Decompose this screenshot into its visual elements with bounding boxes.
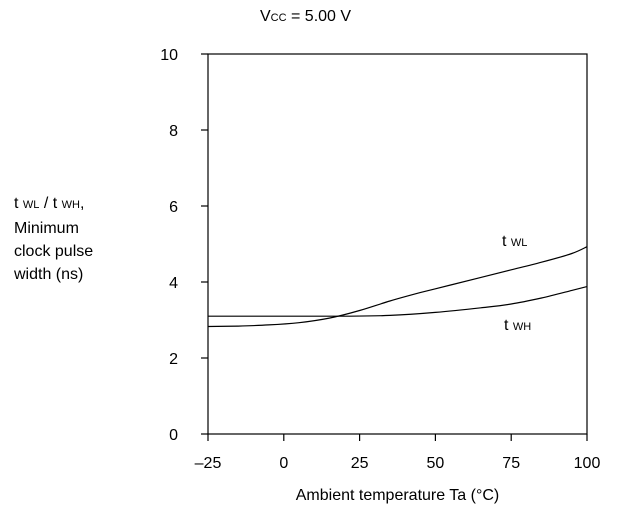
y-tick-label: 0: [169, 427, 178, 444]
ylabel-sub: WL: [22, 199, 40, 211]
y-tick-label: 10: [160, 47, 178, 64]
y-tick-label: 8: [169, 123, 178, 140]
condition-sub: CC: [270, 12, 287, 24]
x-tick-label: 50: [427, 455, 445, 472]
ylabel-part: / t: [39, 195, 62, 212]
ylabel-sub: WH: [61, 199, 80, 211]
y-axis-label-line2: Minimum: [14, 220, 79, 237]
x-axis-label: Ambient temperature Ta (°C): [296, 487, 500, 504]
y-tick-label: 4: [169, 275, 178, 292]
y-axis-label-line1: t WL / t WH,: [14, 192, 93, 217]
x-tick-label: –25: [195, 455, 222, 472]
ylabel-part: t: [14, 195, 23, 212]
condition-prefix: V: [260, 8, 271, 25]
y-axis-label: t WL / t WH, Minimum clock pulse width (…: [14, 192, 93, 286]
x-tick-label: 25: [351, 455, 369, 472]
series-line-wl: [207, 246, 588, 328]
x-tick-label: 75: [502, 455, 520, 472]
x-tick-label: 0: [279, 455, 288, 472]
condition-suffix: = 5.00 V: [286, 8, 352, 25]
y-tick-label: 6: [169, 199, 178, 216]
condition-label: VCC = 5.00 V: [260, 8, 351, 26]
ylabel-part: ,: [79, 195, 85, 212]
series-label-wh: t WH: [504, 317, 531, 334]
y-axis-label-line4: width (ns): [14, 266, 84, 283]
x-tick-label: 100: [574, 455, 601, 472]
series-line-wh: [207, 286, 588, 317]
y-tick-label: 2: [169, 351, 178, 368]
y-axis-label-line3: clock pulse: [14, 243, 94, 260]
plot-frame: [207, 53, 588, 435]
series-label-wl: t WL: [502, 233, 527, 250]
